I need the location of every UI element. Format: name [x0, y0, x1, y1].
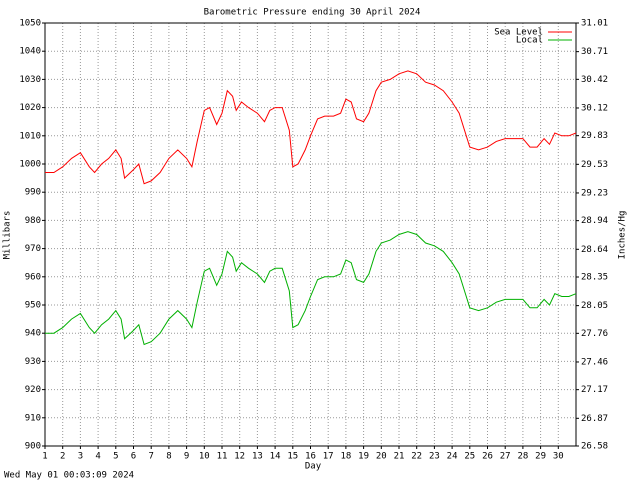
x-tick-label: 17	[323, 452, 334, 462]
y2-tick-label: 28.94	[581, 216, 608, 226]
x-tick-label: 1	[42, 452, 47, 462]
x-tick-label: 4	[95, 452, 100, 462]
x-tick-label: 25	[464, 452, 475, 462]
y-tick-label: 1050	[19, 19, 41, 29]
y-tick-label: 980	[25, 216, 41, 226]
y2-tick-label: 30.12	[581, 103, 608, 113]
x-tick-label: 3	[78, 452, 83, 462]
x-tick-label: 28	[517, 452, 528, 462]
y-tick-label: 920	[25, 385, 41, 395]
y-tick-label: 910	[25, 413, 41, 423]
y2-tick-label: 30.42	[581, 75, 608, 85]
x-tick-label: 8	[166, 452, 171, 462]
y-tick-label: 900	[25, 442, 41, 452]
y2-tick-label: 28.05	[581, 301, 608, 311]
y-tick-label: 960	[25, 272, 41, 282]
x-axis-label: Day	[305, 462, 322, 472]
y2-tick-label: 27.76	[581, 329, 608, 339]
plot-frame	[44, 22, 577, 447]
x-tick-label: 14	[270, 452, 281, 462]
y-tick-label: 940	[25, 329, 41, 339]
y2-tick-label: 28.35	[581, 272, 608, 282]
y-tick-label: 1040	[19, 47, 41, 57]
x-tick-label: 30	[553, 452, 564, 462]
y-tick-label: 950	[25, 301, 41, 311]
data-line	[45, 70, 577, 185]
y2-tick-label: 26.87	[581, 414, 608, 424]
x-tick-label: 6	[131, 452, 136, 462]
x-tick-label: 12	[234, 452, 245, 462]
y2-tick-label: 26.58	[581, 442, 608, 452]
y2-tick-label: 27.46	[581, 357, 608, 367]
y2-tick-label: 29.83	[581, 131, 608, 141]
y2-tick-label: 29.53	[581, 160, 608, 170]
x-tick-label: 26	[482, 452, 493, 462]
x-tick-label: 7	[148, 452, 153, 462]
x-tick-label: 19	[358, 452, 369, 462]
x-tick-label: 2	[60, 452, 65, 462]
x-tick-label: 13	[252, 452, 263, 462]
y2-tick-label: 30.71	[581, 47, 608, 57]
y2-tick-label: 29.23	[581, 188, 608, 198]
chart-title: Barometric Pressure ending 30 April 2024	[204, 8, 421, 18]
y2-axis-label: Inches/Hg	[618, 211, 628, 260]
y-tick-label: 970	[25, 244, 41, 254]
x-tick-label: 5	[113, 452, 118, 462]
legend-label: Local	[516, 36, 543, 46]
x-tick-label: 27	[500, 452, 511, 462]
y2-tick-label: 27.17	[581, 385, 608, 395]
y-tick-label: 990	[25, 188, 41, 198]
y-tick-label: 1030	[19, 75, 41, 85]
y-tick-label: 1020	[19, 103, 41, 113]
y-tick-label: 1010	[19, 131, 41, 141]
x-tick-label: 29	[535, 452, 546, 462]
x-tick-label: 20	[376, 452, 387, 462]
x-tick-label: 22	[411, 452, 422, 462]
y-tick-label: 930	[25, 357, 41, 367]
legend-label: Sea Level	[494, 28, 543, 38]
x-tick-label: 24	[447, 452, 458, 462]
x-tick-label: 18	[340, 452, 351, 462]
y-axis-label: Millibars	[3, 211, 13, 260]
y2-tick-label: 31.01	[581, 19, 608, 29]
x-tick-label: 10	[199, 452, 210, 462]
y2-tick-label: 28.64	[581, 245, 608, 255]
x-tick-label: 21	[394, 452, 405, 462]
data-line	[45, 231, 577, 346]
x-tick-label: 15	[287, 452, 298, 462]
x-tick-label: 16	[305, 452, 316, 462]
timestamp: Wed May 01 00:03:09 2024	[4, 471, 134, 480]
x-tick-label: 11	[217, 452, 228, 462]
x-tick-label: 23	[429, 452, 440, 462]
x-tick-label: 9	[184, 452, 189, 462]
y-tick-label: 1000	[19, 160, 41, 170]
